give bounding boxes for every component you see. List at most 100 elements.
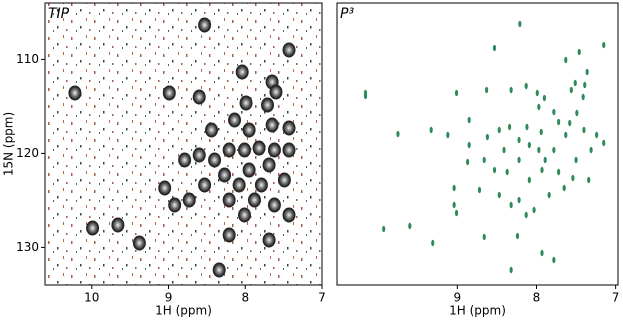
noise-texture (45, 3, 322, 285)
peak (547, 191, 551, 199)
peak (515, 232, 520, 240)
peak (212, 262, 226, 278)
panel-title: TIP (48, 6, 70, 22)
peak (477, 186, 482, 194)
peak (574, 156, 578, 164)
peak (532, 206, 536, 214)
peak (602, 41, 606, 49)
peak (158, 180, 172, 196)
peak (408, 222, 412, 230)
peak (277, 172, 291, 188)
x-tick-label: 9 (453, 291, 461, 305)
x-axis-label: 1H (ppm) (155, 304, 212, 318)
peak (482, 156, 486, 164)
peak (540, 166, 544, 174)
peak (252, 140, 266, 156)
peak (269, 84, 283, 100)
peak (218, 167, 232, 183)
peak (168, 197, 182, 213)
peak (589, 146, 593, 154)
peak (68, 85, 82, 101)
peak (232, 177, 246, 193)
peak (575, 109, 579, 117)
peak (492, 44, 497, 52)
peak (267, 197, 281, 213)
peak (524, 211, 528, 219)
peak (363, 92, 368, 100)
peak (482, 233, 486, 241)
peak (182, 192, 196, 208)
peak (242, 122, 256, 138)
peak (485, 86, 489, 94)
peak (282, 207, 296, 223)
peak (178, 152, 192, 168)
peak (518, 20, 522, 28)
x-tick-label: 7 (612, 291, 620, 305)
peak (228, 112, 242, 128)
peak (86, 220, 100, 236)
peak (454, 89, 459, 97)
y-axis-label: 15N (ppm) (2, 112, 16, 176)
peak (564, 56, 568, 64)
peak (509, 266, 513, 274)
peak (235, 64, 249, 80)
panel: 9 8 7 1H (ppm) P³ (336, 2, 620, 318)
panel-title: P³ (340, 6, 354, 22)
peak (198, 177, 212, 193)
peak (595, 131, 599, 139)
peak (282, 42, 296, 58)
peak (527, 176, 531, 184)
peak (431, 239, 435, 247)
peak (267, 142, 281, 158)
peak (205, 122, 219, 138)
peak (282, 120, 296, 136)
peak (543, 156, 547, 164)
y-tick-label: 120 (16, 146, 39, 160)
x-tick-label: 7 (318, 291, 326, 305)
peak (238, 142, 252, 158)
peak (466, 158, 470, 166)
peak (467, 141, 471, 149)
peak (537, 146, 541, 154)
peak (507, 123, 512, 131)
peak (525, 123, 529, 131)
peak (222, 227, 236, 243)
peak (537, 103, 541, 111)
y-tick-label: 130 (16, 240, 39, 254)
peak (524, 82, 528, 90)
peak (265, 117, 279, 133)
peak (517, 156, 521, 164)
peak (162, 85, 176, 101)
x-tick-label: 10 (84, 291, 99, 305)
peak (552, 256, 556, 264)
peak (552, 108, 556, 116)
peak (111, 217, 125, 233)
peak (557, 118, 561, 126)
peak (282, 142, 296, 158)
peak (247, 192, 261, 208)
peak (467, 116, 471, 124)
peak (238, 207, 252, 223)
peak (222, 192, 236, 208)
peak (429, 126, 433, 134)
peak (382, 225, 386, 233)
x-tick-label: 8 (241, 291, 249, 305)
peak (571, 174, 575, 182)
peak (585, 68, 589, 76)
plot-frame (44, 2, 323, 286)
peak (446, 131, 450, 139)
peak (492, 166, 497, 174)
peak (452, 184, 456, 192)
plot-frame (336, 2, 619, 286)
peak (517, 136, 521, 144)
peak (562, 184, 566, 192)
peak (552, 146, 556, 154)
peak (582, 126, 586, 134)
peak (527, 141, 531, 149)
peak (502, 146, 506, 154)
peak (535, 89, 539, 97)
peak (485, 133, 489, 141)
peak (542, 94, 546, 102)
peak (452, 201, 456, 209)
peak (396, 130, 400, 138)
